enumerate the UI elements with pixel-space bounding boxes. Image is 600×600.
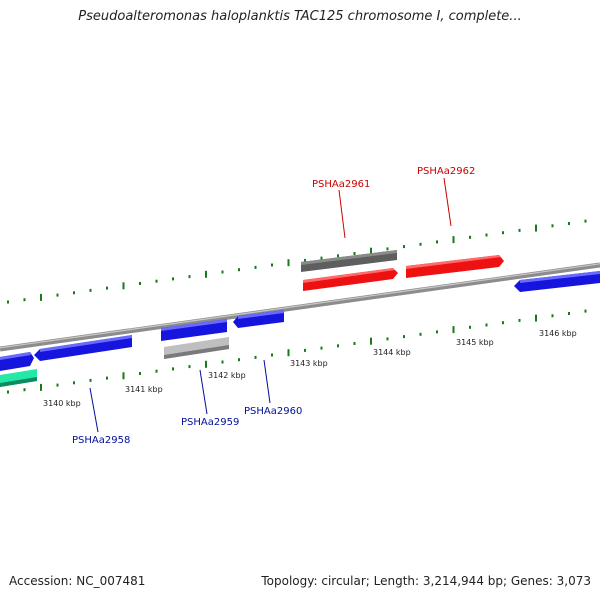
chromosome-backbone <box>0 262 600 352</box>
gene-right-reverse[interactable] <box>514 271 600 292</box>
gene-pshaa2962[interactable] <box>406 255 504 278</box>
leader-pshaa2962 <box>443 177 452 227</box>
chromosome-backbone-highlight <box>0 263 600 349</box>
gene-label-pshaa2958[interactable]: PSHAa2958 <box>72 435 130 446</box>
leader-pshaa2961 <box>338 189 346 239</box>
gene-pshaa2961[interactable] <box>303 268 398 291</box>
tick-label-3145: 3145 kbp <box>456 338 494 347</box>
gene-label-pshaa2960[interactable]: PSHAa2960 <box>244 406 302 417</box>
tick-label-3146: 3146 kbp <box>539 329 577 338</box>
tick-label-3143: 3143 kbp <box>290 359 328 368</box>
lower-tick-track <box>7 309 587 394</box>
gene-left-edge-reverse[interactable] <box>0 352 34 371</box>
gene-pshaa2960[interactable] <box>233 310 284 328</box>
gene-label-pshaa2961[interactable]: PSHAa2961 <box>312 179 370 190</box>
gene-teal-reverse[interactable] <box>0 369 37 387</box>
leader-pshaa2958 <box>89 387 99 433</box>
gene-gray-forward[interactable] <box>301 250 397 272</box>
tick-label-3140: 3140 kbp <box>43 399 81 408</box>
gene-label-pshaa2959[interactable]: PSHAa2959 <box>181 417 239 428</box>
map-title: Pseudoalteromonas haloplanktis TAC125 ch… <box>78 9 522 24</box>
tick-label-3141: 3141 kbp <box>125 385 163 394</box>
gene-label-pshaa2962[interactable]: PSHAa2962 <box>417 166 475 177</box>
genome-summary-text: Topology: circular; Length: 3,214,944 bp… <box>261 574 591 588</box>
gene-pshaa2959[interactable] <box>161 319 227 341</box>
accession-text: Accession: NC_007481 <box>9 574 146 588</box>
leader-pshaa2960 <box>263 359 271 404</box>
gene-light-reverse[interactable] <box>164 337 229 359</box>
leader-pshaa2959 <box>199 369 208 415</box>
gene-pshaa2958[interactable] <box>34 335 132 361</box>
tick-label-3142: 3142 kbp <box>208 371 246 380</box>
tick-label-3144: 3144 kbp <box>373 348 411 357</box>
